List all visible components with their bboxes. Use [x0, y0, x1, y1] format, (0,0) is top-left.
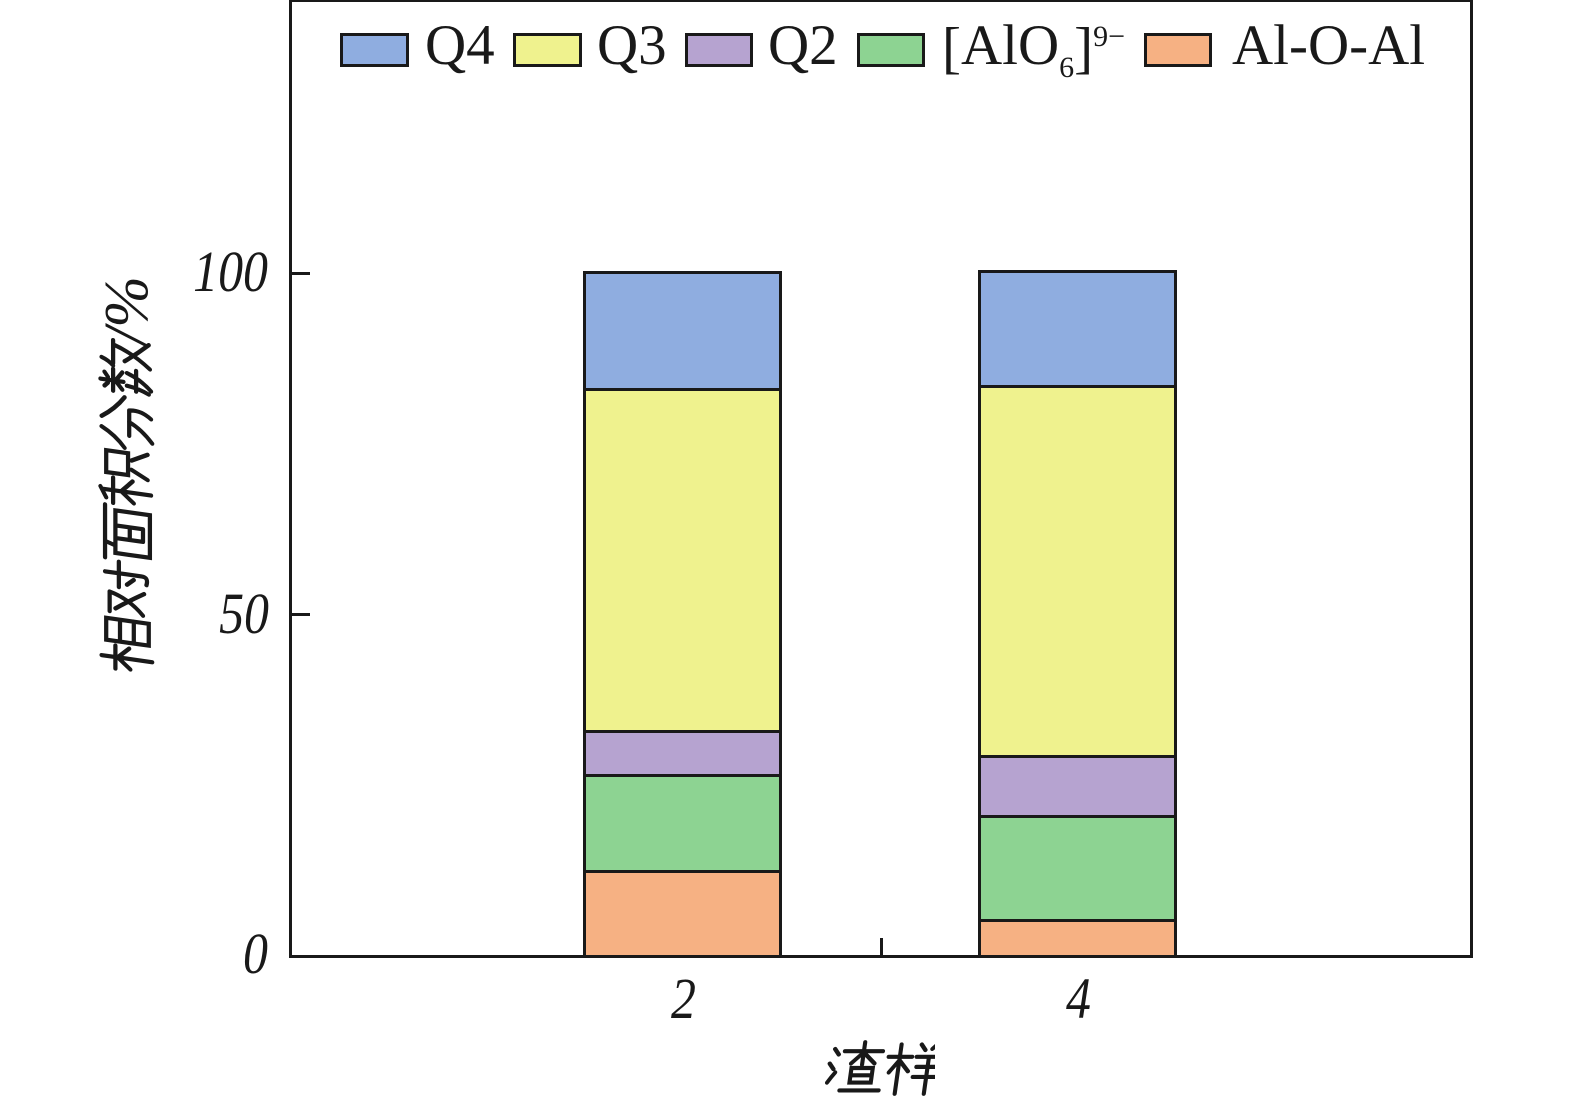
svg-text:/%: /%: [93, 276, 161, 348]
